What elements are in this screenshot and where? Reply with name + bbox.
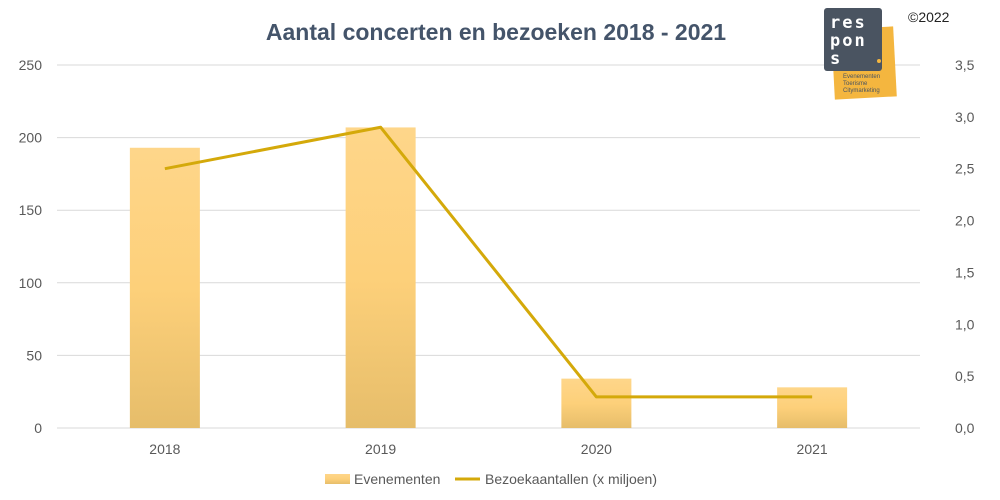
y-tick-label: 100 bbox=[19, 275, 43, 291]
y2-tick-label: 1,0 bbox=[955, 316, 975, 332]
x-tick-label: 2021 bbox=[797, 441, 828, 457]
legend: Evenementen Bezoekaantallen (x miljoen) bbox=[325, 471, 657, 487]
y-tick-label: 250 bbox=[19, 57, 43, 73]
bar-2020 bbox=[561, 378, 632, 428]
svg-text:res: res bbox=[830, 13, 867, 33]
y2-tick-label: 2,5 bbox=[955, 161, 975, 177]
y2-tick-label: 3,5 bbox=[955, 57, 975, 73]
bar-2021 bbox=[777, 387, 848, 428]
y2-tick-label: 2,0 bbox=[955, 213, 975, 229]
y-tick-label: 0 bbox=[34, 420, 42, 436]
y-tick-label: 50 bbox=[26, 347, 42, 363]
chart-title: Aantal concerten en bezoeken 2018 - 2021 bbox=[266, 19, 726, 45]
y2-tick-label: 0,0 bbox=[955, 420, 975, 436]
svg-text:Citymarketing: Citymarketing bbox=[843, 88, 880, 94]
x-tick-label: 2019 bbox=[365, 441, 396, 457]
x-tick-label: 2020 bbox=[581, 441, 612, 457]
legend-bar-swatch bbox=[325, 474, 350, 484]
svg-text:s: s bbox=[830, 49, 840, 69]
svg-text:Toerisme: Toerisme bbox=[843, 81, 868, 87]
x-tick-label: 2018 bbox=[149, 441, 180, 457]
line-series bbox=[164, 125, 813, 399]
copyright: ©2022 bbox=[908, 9, 950, 25]
y2-tick-label: 3,0 bbox=[955, 109, 975, 125]
legend-label-bar: Evenementen bbox=[354, 471, 440, 487]
y2-tick-label: 1,5 bbox=[955, 264, 975, 280]
svg-text:Evenementen: Evenementen bbox=[843, 74, 880, 80]
y2-tick-label: 0,5 bbox=[955, 368, 975, 384]
y-tick-label: 150 bbox=[19, 202, 43, 218]
logo: res pon s Evenementen Toerisme Citymarke… bbox=[824, 8, 950, 100]
svg-text:pon: pon bbox=[830, 31, 867, 51]
bar-2018 bbox=[129, 147, 200, 428]
bar-2019 bbox=[345, 127, 416, 428]
legend-label-line: Bezoekaantallen (x miljoen) bbox=[485, 471, 657, 487]
y-tick-label: 200 bbox=[19, 130, 43, 146]
